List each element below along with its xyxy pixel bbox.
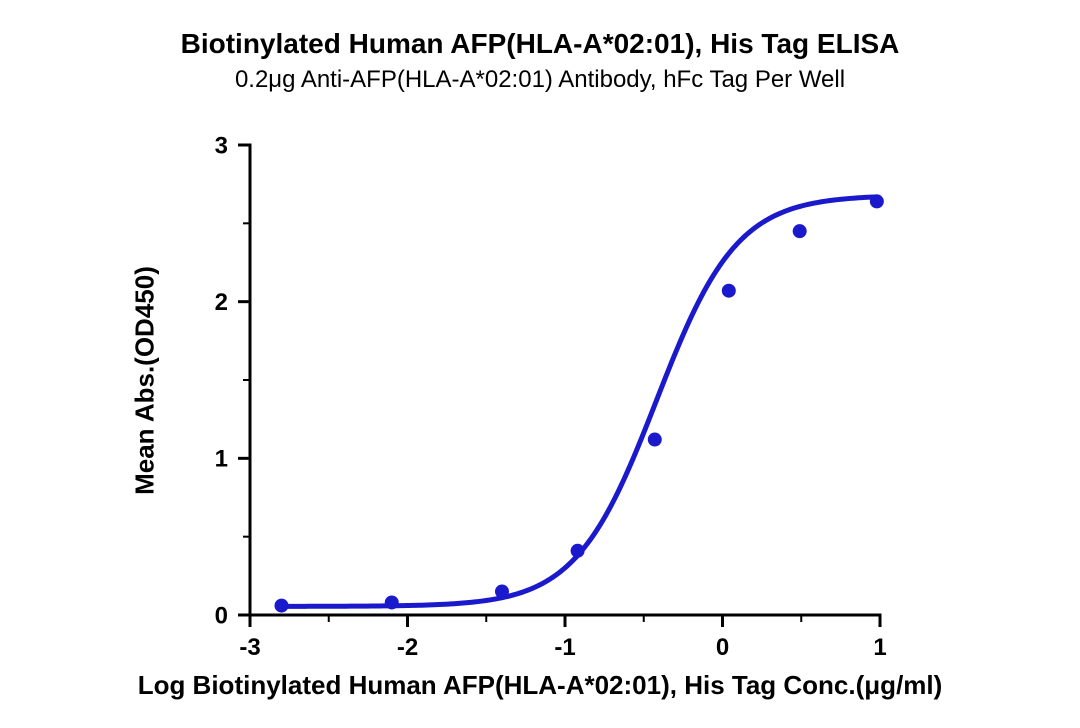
chart-container: Biotinylated Human AFP(HLA-A*02:01), His… — [0, 0, 1080, 728]
data-point — [571, 544, 585, 558]
data-point — [793, 224, 807, 238]
y-tick-label: 3 — [215, 132, 228, 159]
x-tick-label: 0 — [716, 634, 729, 661]
x-tick-label: -1 — [554, 634, 575, 661]
y-tick-label: 2 — [215, 289, 228, 316]
x-tick-label: -3 — [239, 634, 260, 661]
x-tick-label: 1 — [873, 634, 886, 661]
data-point — [870, 194, 884, 208]
plot-svg: -3 -2 -1 0 1 0 1 2 3 — [0, 0, 1080, 728]
data-point — [722, 284, 736, 298]
data-point — [648, 433, 662, 447]
y-tick-label: 0 — [215, 602, 228, 629]
data-point — [495, 585, 509, 599]
data-point — [385, 595, 399, 609]
y-tick-label: 1 — [215, 446, 228, 473]
data-point — [275, 599, 289, 613]
x-tick-label: -2 — [397, 634, 418, 661]
